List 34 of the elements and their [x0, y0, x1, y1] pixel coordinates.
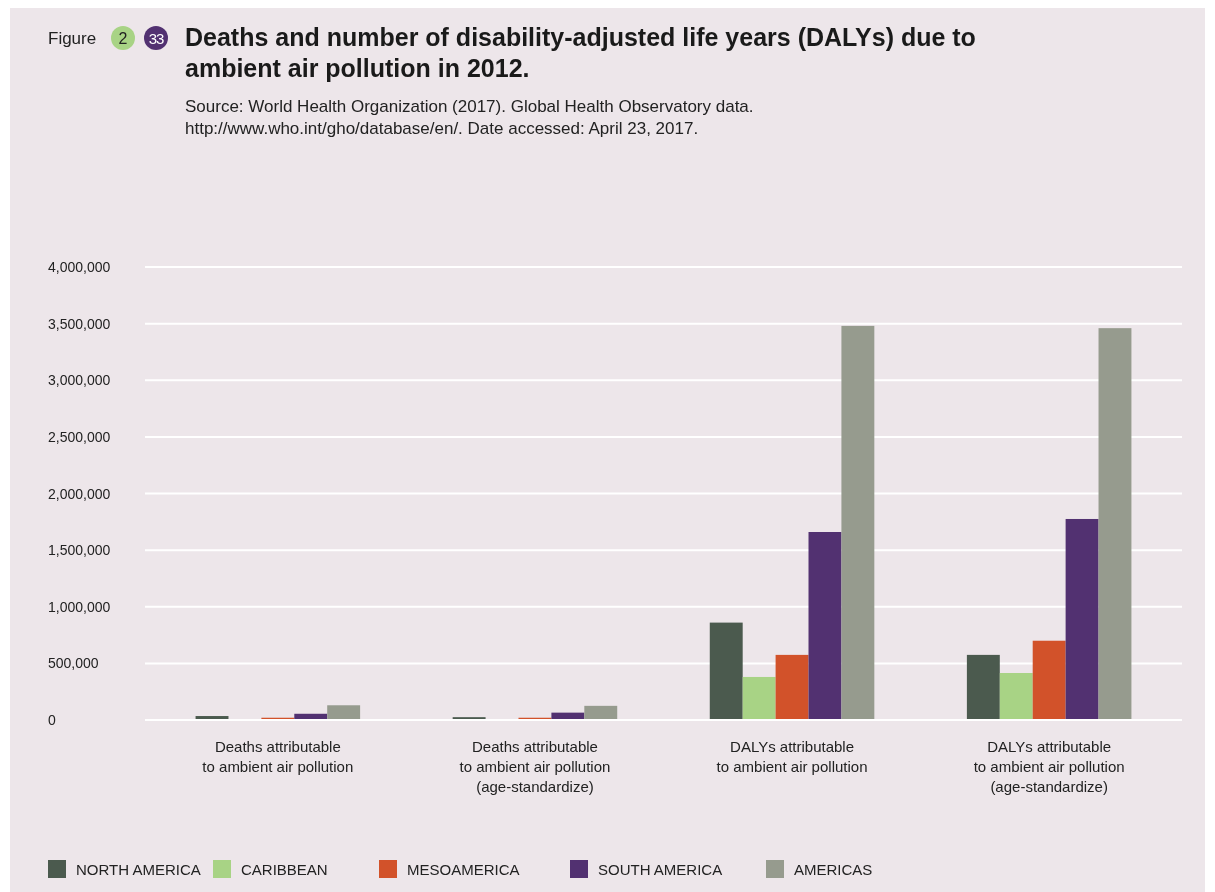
y-tick-label: 0 [48, 712, 56, 728]
y-tick-label: 1,500,000 [48, 542, 111, 559]
bar [999, 673, 1033, 720]
y-tick-label: 3,500,000 [48, 315, 111, 332]
bar [775, 654, 809, 720]
y-tick-label: 2,500,000 [48, 428, 111, 445]
bar [841, 325, 875, 720]
bar [709, 622, 743, 720]
legend-label: AMERICAS [794, 861, 873, 878]
x-tick-label: DALYs attributable to ambient air pollution (age-standardize) [973, 738, 1125, 795]
bar [742, 676, 776, 720]
legend-label: CARIBBEAN [241, 861, 328, 878]
y-tick-label: 3,000,000 [48, 372, 111, 389]
text: 2 [118, 30, 128, 47]
y-tick-label: 4,000,000 [48, 259, 111, 275]
legend-label: SOUTH AMERICA [598, 861, 723, 878]
bar [327, 705, 361, 720]
x-tick-label: Deaths attributable to ambient air pollution [202, 738, 354, 775]
bar [1098, 328, 1132, 720]
bar [966, 654, 1000, 720]
x-tick-label: DALYs attributable to ambient air pollution [716, 738, 868, 775]
bar [584, 705, 618, 720]
x-tick-label: Deaths attributable to ambient air pollution (age-standardize) [459, 738, 611, 795]
y-tick-label: 1,000,000 [48, 598, 111, 615]
text: Figure [48, 29, 97, 48]
y-tick-label: 500,000 [48, 655, 99, 672]
bar [808, 532, 842, 720]
source-note: Source: World Health Organization (2017). Global Health Observatory data. http://www.who.int/gho/database/en/. Date accessed: April 23, 2017. [185, 97, 754, 138]
legend-label: NORTH AMERICA [76, 861, 201, 878]
y-tick-label: 2,000,000 [48, 485, 111, 502]
chart-title: Deaths and number of disability-adjusted life years (DALYs) due to ambient air pollution in 2012. [185, 23, 976, 82]
legend-label: MESOAMERICA [407, 861, 520, 878]
bar [1032, 640, 1066, 720]
bar [1065, 518, 1099, 720]
